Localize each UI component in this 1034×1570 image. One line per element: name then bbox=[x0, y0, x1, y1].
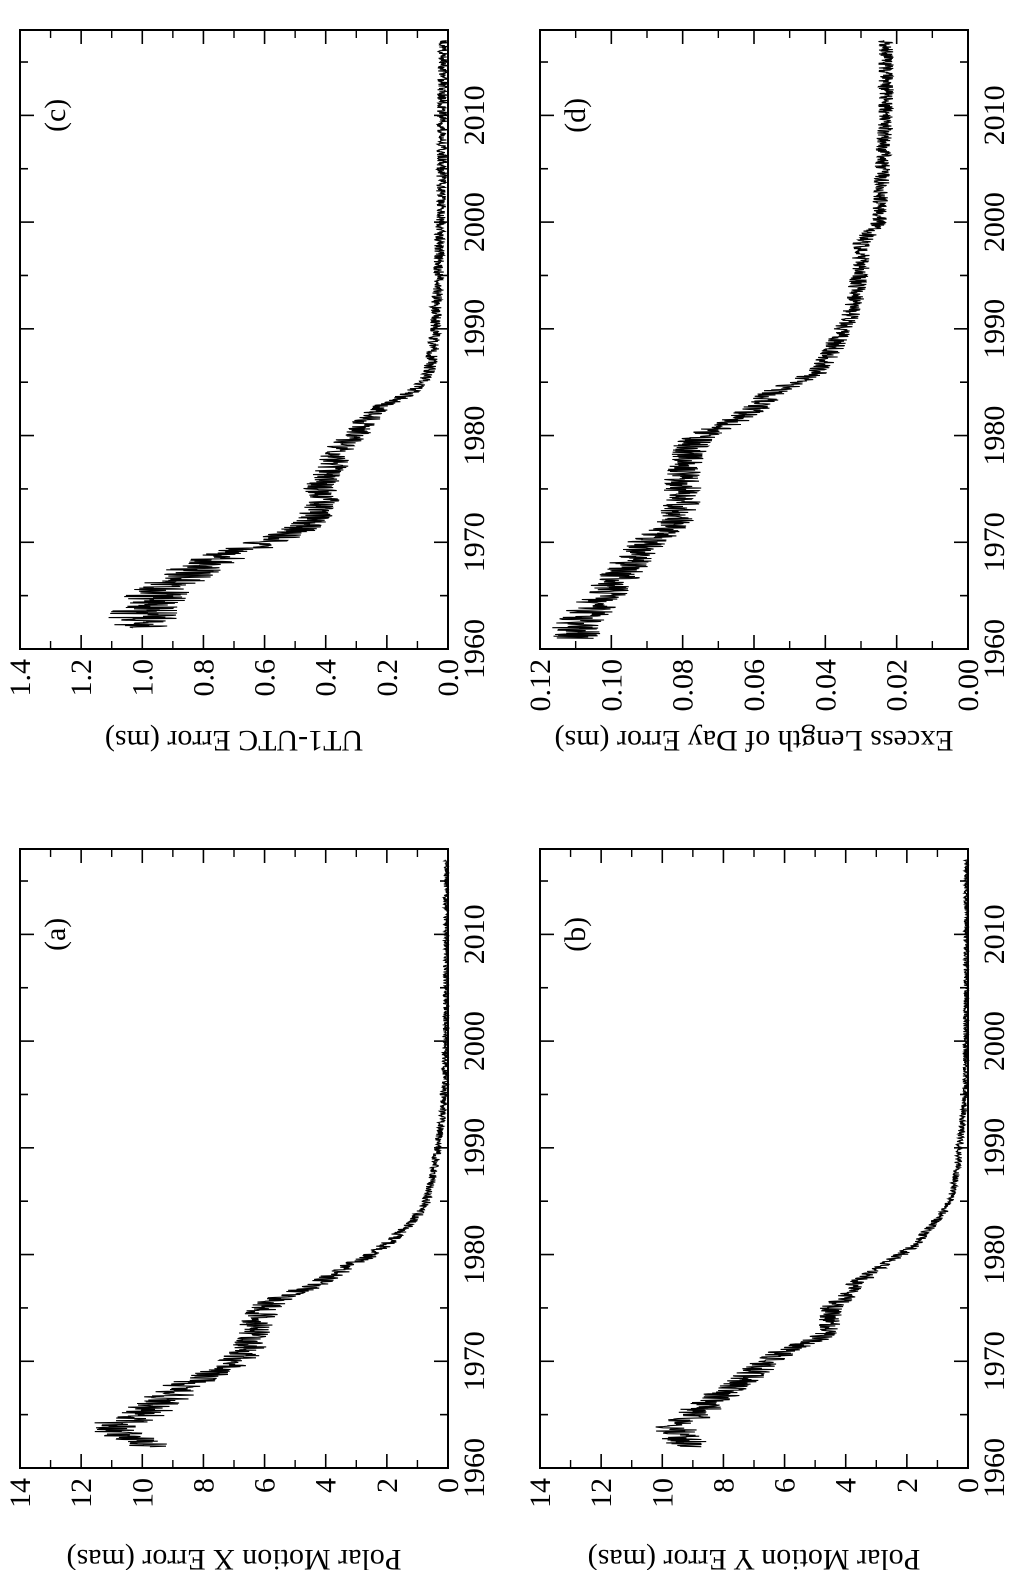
panel-label: (d) bbox=[559, 98, 592, 133]
y-tick-label: 1.4 bbox=[4, 659, 37, 697]
x-tick-label: 2000 bbox=[978, 1011, 1011, 1071]
x-tick-label: 1960 bbox=[978, 619, 1011, 679]
x-tick-label: 1990 bbox=[458, 299, 491, 359]
x-tick-label: 1960 bbox=[458, 619, 491, 679]
x-tick-label: 2000 bbox=[978, 192, 1011, 252]
x-tick-label: 1970 bbox=[458, 1331, 491, 1391]
y-tick-label: 4 bbox=[830, 1478, 863, 1493]
y-tick-label: 0 bbox=[952, 1478, 985, 1493]
x-tick-label: 1980 bbox=[458, 1225, 491, 1285]
y-tick-label: 0.4 bbox=[310, 659, 343, 697]
y-tick-label: 0.10 bbox=[595, 659, 628, 712]
chart-panel-d: 1960 1970 1980 1990 2000 2010 0.00 0.02 0.04 0.06… bbox=[524, 29, 1011, 757]
y-tick-label: 0.00 bbox=[952, 659, 985, 712]
x-tick-label: 2000 bbox=[458, 192, 491, 252]
x-tick-label: 1980 bbox=[978, 1225, 1011, 1285]
x-tick-label: 2000 bbox=[458, 1011, 491, 1071]
y-tick-label: 10 bbox=[646, 1478, 679, 1508]
y-tick-label: 14 bbox=[524, 1478, 557, 1508]
panel-label: (c) bbox=[39, 99, 72, 132]
x-tick-label: 1970 bbox=[978, 512, 1011, 572]
y-tick-label: 12 bbox=[65, 1478, 98, 1508]
y-tick-label: 0 bbox=[432, 1478, 465, 1493]
x-tick-label: 2010 bbox=[458, 85, 491, 145]
panel-label: (a) bbox=[39, 918, 72, 951]
y-tick-label: 0.2 bbox=[371, 659, 404, 697]
x-tick-label: 1980 bbox=[458, 406, 491, 466]
x-tick-label: 1980 bbox=[978, 406, 1011, 466]
y-tick-label: 0.04 bbox=[809, 659, 842, 712]
y-axis-label: Polar Motion X Error (mas) bbox=[67, 1543, 402, 1570]
x-tick-label: 1970 bbox=[458, 512, 491, 572]
chart-panel-a: 1960 1970 1980 1990 2000 2010 0 2 4 6 8 10 12 14 Polar… bbox=[4, 848, 491, 1570]
y-tick-label: 0.0 bbox=[432, 659, 465, 697]
x-tick-label: 1960 bbox=[458, 1438, 491, 1498]
y-tick-label: 1.0 bbox=[126, 659, 159, 697]
y-tick-label: 14 bbox=[4, 1478, 37, 1508]
y-axis-label: UT1-UTC Error (ms) bbox=[105, 724, 363, 757]
series-line bbox=[655, 859, 971, 1448]
y-tick-label: 1.2 bbox=[65, 659, 98, 697]
x-tick-label: 1990 bbox=[458, 1118, 491, 1178]
x-tick-label: 1970 bbox=[978, 1331, 1011, 1391]
y-tick-label: 0.02 bbox=[881, 659, 914, 712]
y-tick-label: 2 bbox=[371, 1478, 404, 1493]
y-tick-label: 6 bbox=[249, 1478, 282, 1493]
series-line bbox=[108, 40, 449, 629]
panel-label: (b) bbox=[559, 917, 592, 952]
y-tick-label: 0.06 bbox=[738, 659, 771, 712]
y-tick-label: 0.6 bbox=[249, 659, 282, 697]
y-axis-label: Excess Length of Day Error (ms) bbox=[554, 724, 953, 757]
plot-frame bbox=[539, 29, 969, 650]
x-tick-label: 2010 bbox=[978, 85, 1011, 145]
y-tick-label: 8 bbox=[187, 1478, 220, 1493]
chart-panel-c: 1960 1970 1980 1990 2000 2010 0.0 0.2 0.4 0.6 0.8 1… bbox=[4, 29, 491, 757]
series-line bbox=[552, 40, 895, 639]
y-tick-label: 12 bbox=[585, 1478, 618, 1508]
x-tick-label: 2010 bbox=[458, 904, 491, 964]
x-tick-label: 1960 bbox=[978, 1438, 1011, 1498]
y-tick-label: 0.08 bbox=[667, 659, 700, 712]
y-tick-label: 10 bbox=[126, 1478, 159, 1508]
plot-frame bbox=[19, 848, 449, 1469]
chart-panel-b: 1960 1970 1980 1990 2000 2010 0 2 4 6 8 10 12 14 Polar… bbox=[524, 848, 1011, 1570]
y-tick-label: 8 bbox=[707, 1478, 740, 1493]
x-tick-label: 1990 bbox=[978, 1118, 1011, 1178]
x-tick-label: 2010 bbox=[978, 904, 1011, 964]
y-tick-label: 4 bbox=[310, 1478, 343, 1493]
y-tick-label: 0.12 bbox=[524, 659, 557, 712]
y-axis-label: Polar Motion Y Error (mas) bbox=[588, 1543, 921, 1570]
x-tick-label: 1990 bbox=[978, 299, 1011, 359]
series-line bbox=[94, 859, 451, 1448]
y-tick-label: 2 bbox=[891, 1478, 924, 1493]
plot-frame bbox=[19, 29, 449, 650]
y-tick-label: 0.8 bbox=[187, 659, 220, 697]
y-tick-label: 6 bbox=[769, 1478, 802, 1493]
